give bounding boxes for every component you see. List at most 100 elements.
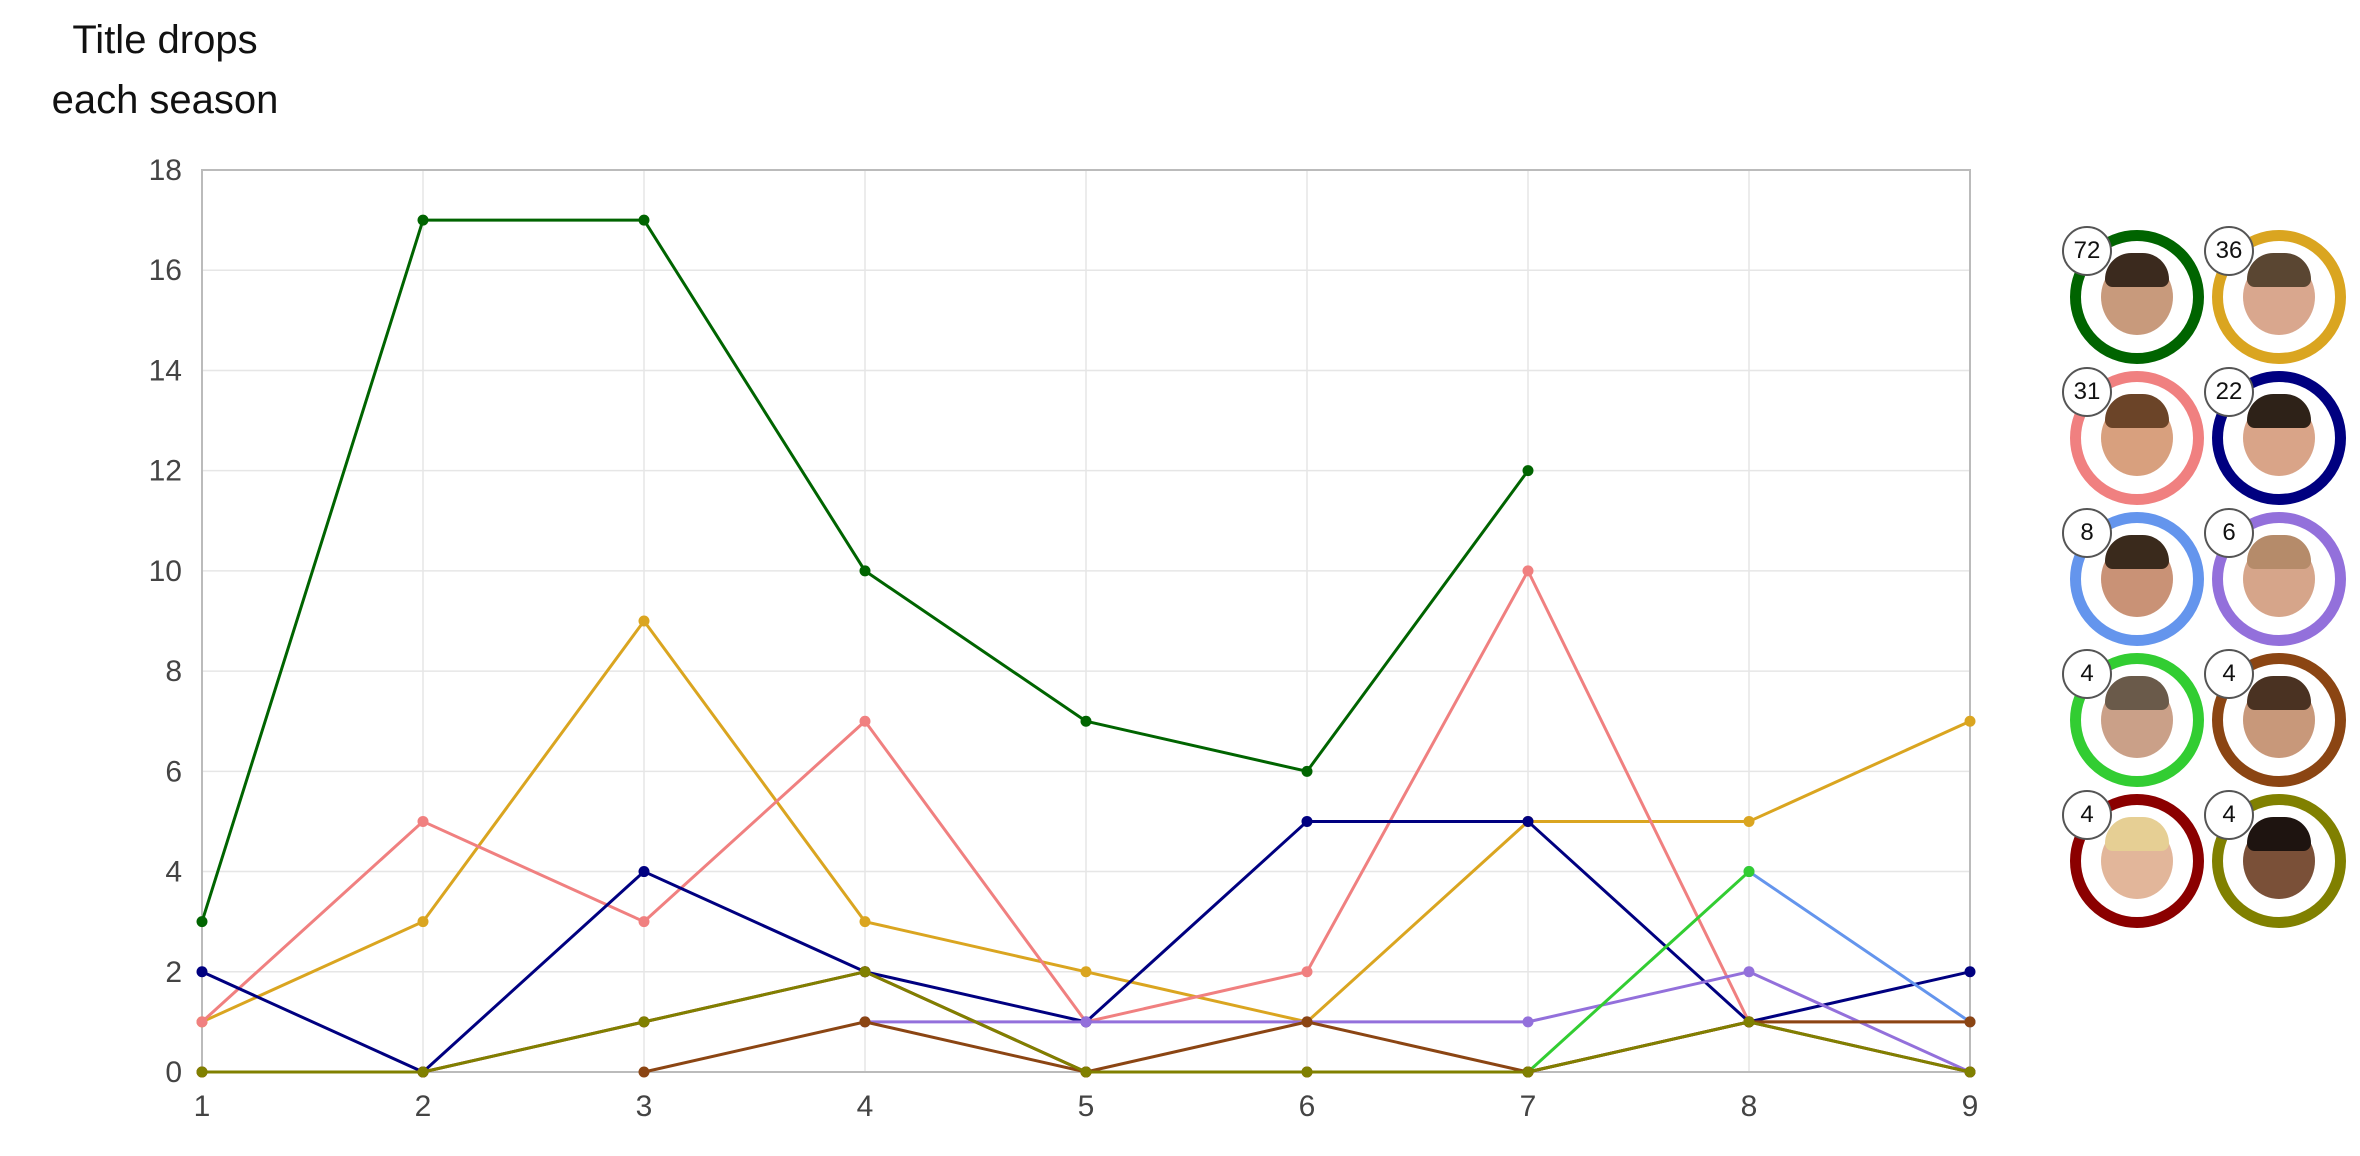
data-point xyxy=(1522,1066,1534,1078)
data-point xyxy=(417,214,429,226)
chart-title-line-1: Title drops xyxy=(72,18,258,62)
series-line xyxy=(1526,870,1751,1074)
legend-count-badge: 72 xyxy=(2062,226,2112,276)
character-hair-icon xyxy=(2247,535,2311,569)
x-tick-label: 3 xyxy=(636,1090,653,1123)
data-point xyxy=(1743,866,1755,878)
data-point xyxy=(859,565,871,577)
legend-item[interactable]: 31 xyxy=(2062,367,2204,505)
data-point xyxy=(1080,1066,1092,1078)
series-line xyxy=(1748,870,1971,1024)
character-hair-icon xyxy=(2247,394,2311,428)
x-tick-label: 7 xyxy=(1520,1090,1537,1123)
data-point xyxy=(638,866,650,878)
data-point xyxy=(859,1016,871,1028)
data-point xyxy=(1964,1016,1976,1028)
data-point xyxy=(638,615,650,627)
x-tick-label: 5 xyxy=(1078,1090,1095,1123)
chart-title-line-2: each season xyxy=(51,78,279,122)
data-point xyxy=(196,1016,208,1028)
legend-ring xyxy=(2212,794,2346,928)
character-hair-icon xyxy=(2247,676,2311,710)
x-tick-label: 9 xyxy=(1962,1090,1979,1123)
data-point xyxy=(1301,966,1313,978)
y-tick-label: 18 xyxy=(149,154,182,187)
data-point xyxy=(638,214,650,226)
data-point xyxy=(1964,1066,1976,1078)
data-point xyxy=(417,815,429,827)
data-point xyxy=(1964,966,1976,978)
legend-count-badge: 31 xyxy=(2062,367,2112,417)
data-point xyxy=(1522,465,1534,477)
legend-count-badge: 36 xyxy=(2204,226,2254,276)
legend-item[interactable]: 72 xyxy=(2062,226,2204,364)
legend-item[interactable]: 4 xyxy=(2062,790,2204,928)
data-point xyxy=(196,966,208,978)
data-point xyxy=(859,916,871,928)
data-point xyxy=(196,916,208,928)
data-point xyxy=(1964,715,1976,727)
legend-count-badge: 8 xyxy=(2062,508,2112,558)
legend-item[interactable]: 8 xyxy=(2062,508,2204,646)
legend-item[interactable]: 6 xyxy=(2204,508,2346,646)
legend-item[interactable]: 36 xyxy=(2204,226,2346,364)
character-hair-icon xyxy=(2105,817,2169,851)
legend-item[interactable]: 4 xyxy=(2062,649,2204,787)
y-tick-label: 6 xyxy=(165,755,182,788)
legend-ring xyxy=(2212,371,2346,505)
y-tick-label: 0 xyxy=(165,1056,182,1089)
data-point xyxy=(1080,1016,1092,1028)
x-tick-label: 2 xyxy=(415,1090,432,1123)
legend-count-badge: 4 xyxy=(2204,790,2254,840)
character-hair-icon xyxy=(2105,394,2169,428)
character-hair-icon xyxy=(2105,535,2169,569)
data-point xyxy=(859,966,871,978)
character-hair-icon xyxy=(2105,253,2169,287)
y-tick-label: 10 xyxy=(149,555,182,588)
y-tick-label: 2 xyxy=(165,956,182,989)
legend-count-badge: 4 xyxy=(2062,790,2112,840)
data-point xyxy=(1080,715,1092,727)
data-point xyxy=(1301,1066,1313,1078)
grid-layer xyxy=(201,169,1971,1073)
data-point xyxy=(638,1016,650,1028)
legend-ring xyxy=(2212,653,2346,787)
series-1 xyxy=(196,214,1534,928)
legend-count-badge: 22 xyxy=(2204,367,2254,417)
data-point xyxy=(417,1066,429,1078)
data-point xyxy=(417,916,429,928)
x-tick-label: 1 xyxy=(194,1090,211,1123)
x-tick-label: 4 xyxy=(857,1090,874,1123)
series-layer xyxy=(196,214,1976,1078)
legend-item[interactable]: 22 xyxy=(2204,367,2346,505)
data-point xyxy=(1080,966,1092,978)
chart-title: Title drops each season xyxy=(40,10,290,130)
character-hair-icon xyxy=(2105,676,2169,710)
y-tick-label: 16 xyxy=(149,254,182,287)
data-point xyxy=(638,1066,650,1078)
data-point xyxy=(196,1066,208,1078)
legend-item[interactable]: 4 xyxy=(2204,649,2346,787)
series-10 xyxy=(196,966,1976,1078)
data-point xyxy=(859,715,871,727)
y-tick-label: 4 xyxy=(165,856,182,889)
y-tick-label: 14 xyxy=(149,354,182,387)
character-hair-icon xyxy=(2247,253,2311,287)
data-point xyxy=(1301,765,1313,777)
data-point xyxy=(1743,815,1755,827)
legend-count-badge: 4 xyxy=(2062,649,2112,699)
data-point xyxy=(1743,966,1755,978)
x-tick-label: 6 xyxy=(1299,1090,1316,1123)
y-tick-label: 8 xyxy=(165,655,182,688)
data-point xyxy=(1522,815,1534,827)
legend-count-badge: 4 xyxy=(2204,649,2254,699)
legend-item[interactable]: 4 xyxy=(2204,790,2346,928)
y-tick-label: 12 xyxy=(149,455,182,488)
data-point xyxy=(1522,565,1534,577)
series-5 xyxy=(1743,866,1976,1028)
legend-count-badge: 6 xyxy=(2204,508,2254,558)
character-hair-icon xyxy=(2247,817,2311,851)
data-point xyxy=(1301,1016,1313,1028)
